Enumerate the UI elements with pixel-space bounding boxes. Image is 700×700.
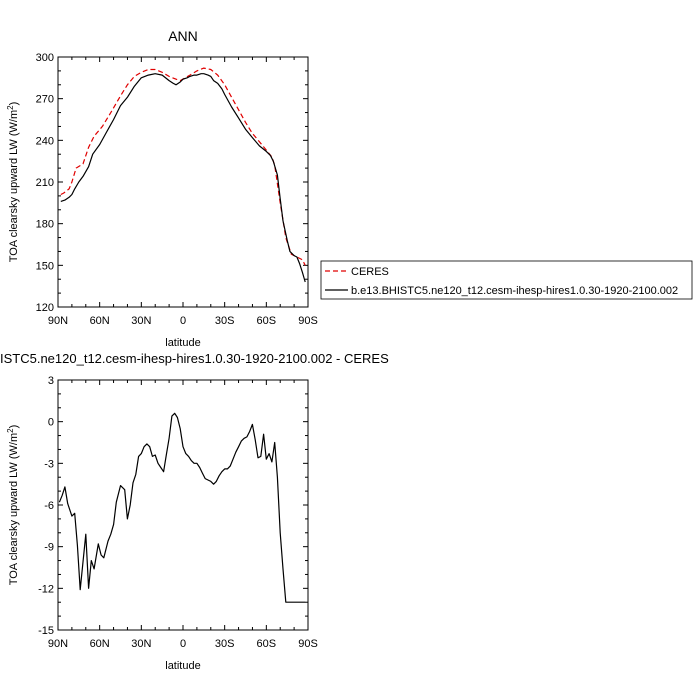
top-x-tick-label: 30N [131, 315, 151, 327]
bottom-x-tick-label: 30S [215, 638, 235, 650]
top-x-tick-label: 60N [90, 315, 110, 327]
top-y-tick-label: 240 [36, 135, 54, 147]
bottom-y-tick-label: -6 [44, 500, 54, 512]
top-y-tick-label: 120 [36, 302, 54, 314]
top-series-line-ceres [60, 67, 306, 266]
top-y-tick-label: 180 [36, 219, 54, 231]
top-y-axis-label-sup: 2 [6, 105, 15, 110]
bottom-x-axis-ticks: 90N 60N 30N 0 30S 60S 90S [48, 380, 318, 650]
top-chart-title: ANN [168, 28, 198, 44]
bottom-y-tick-label: -12 [38, 583, 54, 595]
bottom-x-tick-label: 90S [298, 638, 318, 650]
bottom-y-tick-label: 0 [48, 417, 54, 429]
top-y-tick-label: 270 [36, 94, 54, 106]
bottom-panel: ISTC5.ne120_t12.cesm-ihesp-hires1.0.30-1… [0, 351, 389, 672]
bottom-y-tick-label: -15 [38, 625, 54, 637]
top-x-axis-label: latitude [165, 337, 200, 349]
top-series-lines [60, 67, 306, 283]
top-y-axis-ticks: 120 150 180 210 240 270 300 [36, 52, 308, 314]
top-y-axis-label-end: ) [8, 102, 20, 106]
bottom-x-tick-label: 90N [48, 638, 68, 650]
bottom-series-lines [58, 412, 306, 603]
top-plot-frame [57, 56, 309, 308]
bottom-y-axis-label-sup: 2 [6, 428, 15, 433]
legend-ceres-label: CERES [351, 266, 389, 278]
bottom-x-tick-label: 60N [90, 638, 110, 650]
top-series-line-model [60, 73, 306, 283]
top-y-axis-label-base: TOA clearsky upward LW (W/m [8, 110, 20, 262]
legend-box [320, 260, 693, 300]
bottom-y-axis-ticks: -15 -12 -9 -6 -3 0 3 [38, 375, 308, 637]
bottom-y-tick-label: -9 [44, 542, 54, 554]
top-x-tick-label: 90S [298, 315, 318, 327]
bottom-y-axis-label: TOA clearsky upward LW (W/m2) [6, 425, 20, 586]
top-x-tick-label: 60S [257, 315, 277, 327]
bottom-y-tick-label: 3 [48, 375, 54, 387]
legend-model-label: b.e13.BHISTC5.ne120_t12.cesm-ihesp-hires… [351, 285, 678, 297]
top-panel: ANN 120 150 180 210 240 270 300 90N 60N 30N 0 30S 6… [6, 28, 318, 349]
bottom-y-tick-label: -3 [44, 458, 54, 470]
bottom-chart-title: ISTC5.ne120_t12.cesm-ihesp-hires1.0.30-1… [0, 351, 389, 366]
top-y-tick-label: 150 [36, 260, 54, 272]
bottom-x-tick-label: 60S [257, 638, 277, 650]
bottom-y-axis-label-base: TOA clearsky upward LW (W/m [8, 433, 20, 585]
top-x-axis-ticks: 90N 60N 30N 0 30S 60S 90S [48, 57, 318, 327]
bottom-x-tick-label: 30N [131, 638, 151, 650]
top-y-axis-label: TOA clearsky upward LW (W/m2) [6, 102, 20, 263]
top-x-tick-label: 0 [180, 315, 186, 327]
bottom-x-axis-label: latitude [165, 660, 200, 672]
bottom-series-line-model [58, 412, 306, 603]
legend: CERES b.e13.BHISTC5.ne120_t12.cesm-ihesp… [320, 260, 693, 300]
bottom-plot-frame [57, 379, 309, 631]
top-x-tick-label: 30S [215, 315, 235, 327]
top-y-tick-label: 300 [36, 52, 54, 64]
top-x-tick-label: 90N [48, 315, 68, 327]
bottom-x-tick-label: 0 [180, 638, 186, 650]
bottom-y-axis-label-end: ) [8, 425, 20, 429]
top-y-tick-label: 210 [36, 177, 54, 189]
